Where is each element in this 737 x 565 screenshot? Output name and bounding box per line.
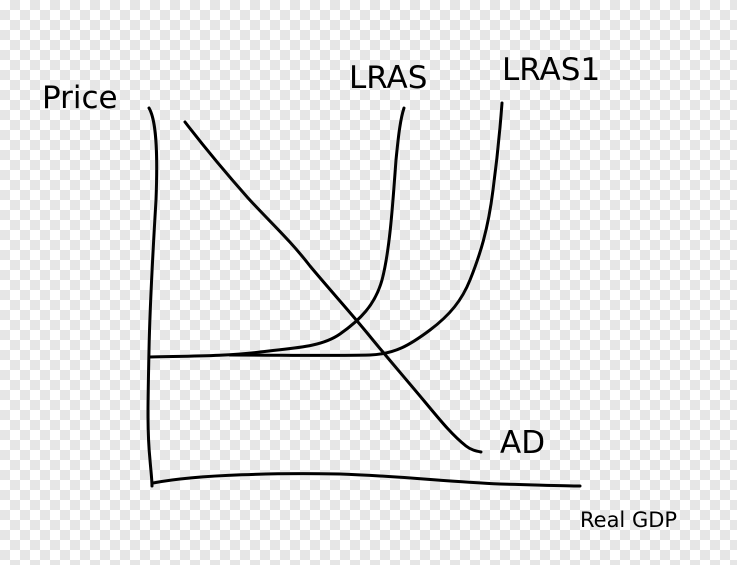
ad-curve bbox=[183, 120, 483, 454]
lras1-curve bbox=[228, 101, 504, 357]
x-axis-line bbox=[151, 472, 582, 488]
y-axis-label: Price bbox=[42, 80, 118, 116]
lras-curve bbox=[148, 106, 406, 359]
ad-label: AD bbox=[500, 425, 545, 461]
lras-label: LRAS bbox=[349, 60, 427, 96]
x-axis-label: Real GDP bbox=[580, 508, 677, 532]
y-axis-line bbox=[146, 106, 159, 488]
lras1-label: LRAS1 bbox=[502, 52, 600, 88]
